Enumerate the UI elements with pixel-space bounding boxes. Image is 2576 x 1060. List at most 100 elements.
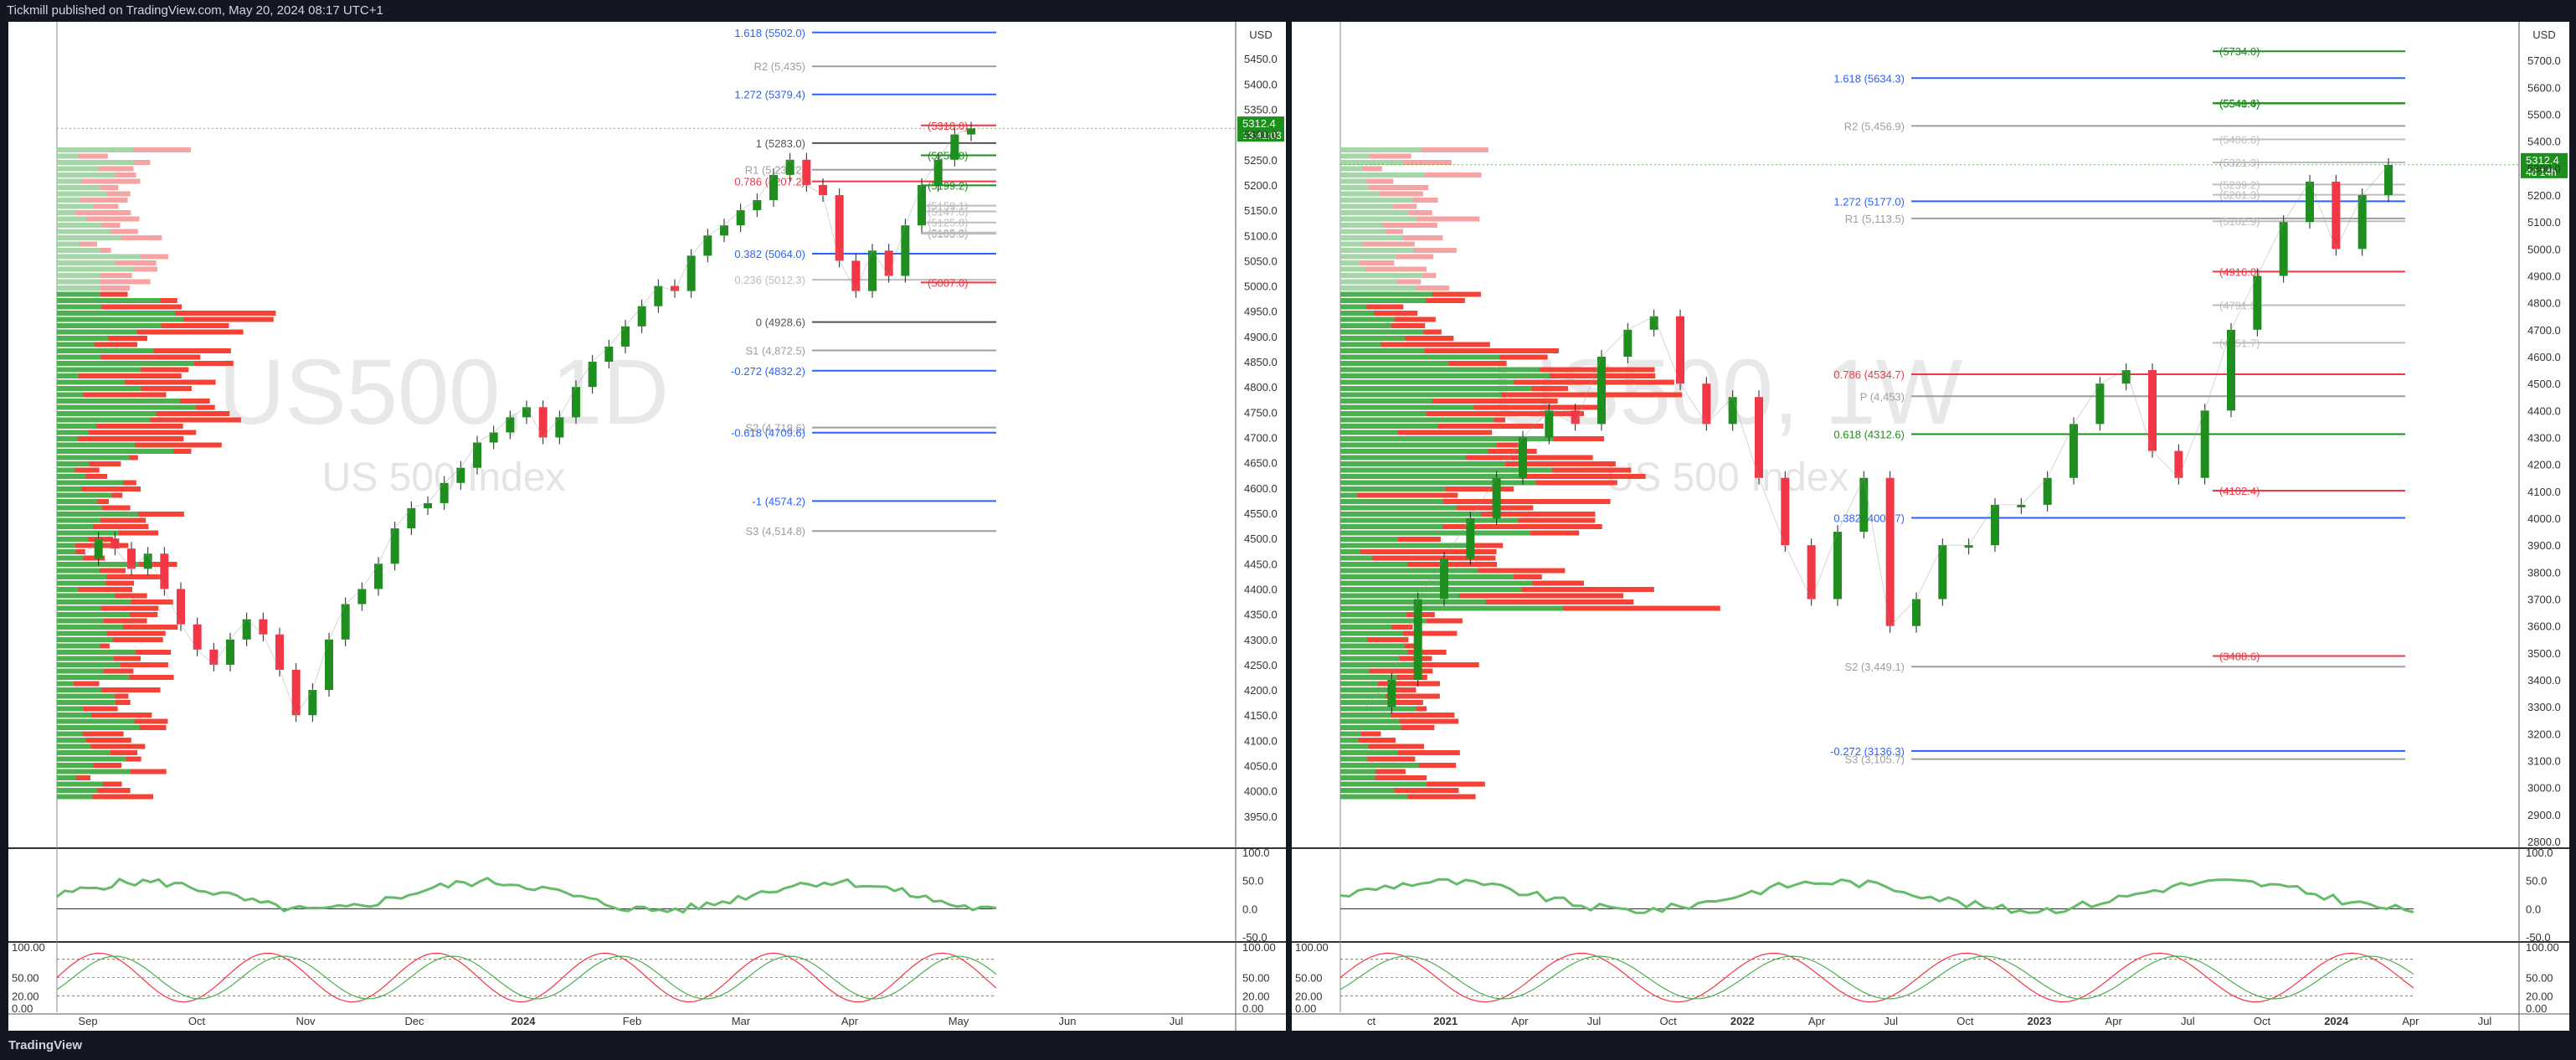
x-tick-label: Mar <box>732 1015 751 1027</box>
volume-profile-buy-bar <box>57 424 96 429</box>
candle-body <box>1545 410 1554 438</box>
candle-body <box>1885 477 1895 626</box>
volume-profile-buy-bar <box>1340 147 1422 152</box>
volume-profile-sell-bar <box>57 342 138 347</box>
x-tick-label: Apr <box>2402 1015 2419 1027</box>
volume-profile-buy-bar <box>1340 543 1475 548</box>
candle-body <box>753 200 762 211</box>
y-tick-label: 4400.0 <box>1244 583 1278 595</box>
volume-profile-buy-bar <box>57 273 100 278</box>
y-tick-label: 5300.0 <box>1244 129 1278 142</box>
volume-profile-buy-bar <box>1340 618 1427 624</box>
volume-profile-buy-bar <box>1340 650 1408 655</box>
volume-profile-buy-bar <box>1340 537 1398 542</box>
candle-body <box>390 528 399 564</box>
volume-profile-buy-bar <box>57 656 115 661</box>
volume-profile-buy-bar <box>57 568 100 574</box>
y-tick-label: 3400.0 <box>2527 674 2561 687</box>
volume-profile-sell-bar <box>1340 241 1415 247</box>
volume-profile-buy-bar <box>1340 637 1368 642</box>
volume-profile-buy-bar <box>57 706 85 712</box>
level-label: R1 (5,113.5) <box>1845 213 1905 225</box>
candle-body <box>1597 357 1606 425</box>
candle-body <box>1755 397 1763 478</box>
volume-profile-sell-bar <box>1340 756 1416 762</box>
candle-body <box>1519 437 1527 478</box>
volume-profile-buy-bar <box>1340 744 1369 749</box>
y-tick-label: 4150.0 <box>1244 709 1278 722</box>
y-tick-label: 3800.0 <box>2527 566 2561 579</box>
volume-profile-buy-bar <box>1340 461 1505 466</box>
x-tick-label: Apr <box>1511 1015 1529 1027</box>
x-tick-label: 2022 <box>1730 1015 1755 1027</box>
level-label: (5125.8) <box>928 217 968 229</box>
candle-body <box>819 184 827 195</box>
x-tick-label: Apr <box>2106 1015 2123 1027</box>
volume-profile-buy-bar <box>1340 248 1414 253</box>
y-tick-label: 3200.0 <box>2527 728 2561 740</box>
volume-profile-buy-bar <box>57 605 101 611</box>
volume-profile-buy-bar <box>57 185 100 190</box>
level-label: (5406.6) <box>2219 134 2260 147</box>
volume-profile-buy-bar <box>57 713 92 718</box>
y-tick-label: 4700.0 <box>1244 432 1278 445</box>
x-tick-label: 2023 <box>2028 1015 2052 1027</box>
volume-profile-buy-bar <box>1340 178 1367 184</box>
volume-profile-sell-bar <box>57 210 131 215</box>
countdown-text: 13:41:03 <box>1242 130 1282 142</box>
volume-profile-sell-bar <box>1340 411 1584 416</box>
volume-profile-buy-bar <box>1340 304 1367 310</box>
volume-profile-buy-bar <box>57 354 101 360</box>
candle-body <box>671 286 679 291</box>
volume-profile-sell-bar <box>57 687 161 692</box>
left-chart-pane[interactable]: US500, 1D US 500 Index 1.618 (5502.0) R2 (5… <box>8 22 1286 1031</box>
candle-body <box>2332 181 2341 250</box>
level-label: 0.618 (4312.6) <box>1833 428 1905 440</box>
volume-profile-buy-bar <box>57 537 89 542</box>
volume-profile-buy-bar <box>57 650 136 655</box>
volume-profile-buy-bar <box>1340 612 1407 617</box>
volume-profile-buy-bar <box>57 630 107 636</box>
volume-profile-buy-bar <box>1340 693 1386 699</box>
candle-body <box>621 326 630 347</box>
y-tick-label: 4300.0 <box>2527 432 2561 445</box>
volume-profile-sell-bar <box>1340 191 1423 197</box>
volume-profile-buy-bar <box>57 404 197 410</box>
volume-profile-sell-bar <box>57 713 152 718</box>
candle-body <box>2017 504 2026 507</box>
volume-profile-buy-bar <box>57 279 100 285</box>
volume-profile-buy-bar <box>1340 681 1379 687</box>
volume-profile-sell-bar <box>1340 492 1458 498</box>
currency-label: USD <box>2532 28 2555 41</box>
y-tick-label: 3500.0 <box>2527 647 2561 660</box>
candle-body <box>604 346 614 363</box>
volume-profile-sell-bar <box>57 794 154 800</box>
y-tick-label: 4500.0 <box>1244 533 1278 545</box>
volume-profile-buy-bar <box>57 744 91 749</box>
volume-profile-sell-bar <box>57 430 197 435</box>
candle-body <box>967 128 975 135</box>
volume-profile-buy-bar <box>57 549 76 554</box>
volume-profile-buy-bar <box>57 286 101 291</box>
volume-profile-buy-bar <box>1340 593 1460 599</box>
volume-profile-buy-bar <box>1340 480 1536 486</box>
volume-profile-buy-bar <box>57 580 106 586</box>
volume-profile-buy-bar <box>1340 599 1486 605</box>
candle-body <box>308 690 317 716</box>
right-chart-pane[interactable]: US500, 1W US 500 Index (5734.0) 1.618 (5634… <box>1292 22 2569 1031</box>
volume-profile-buy-bar <box>57 430 89 435</box>
x-tick-label: Jul <box>1170 1015 1184 1027</box>
candle-body <box>177 589 185 625</box>
symbol-watermark: US500, 1D <box>219 341 669 444</box>
volume-profile-sell-bar <box>1340 399 1558 404</box>
volume-profile-buy-bar <box>1340 348 1425 353</box>
stoch-left-tick-label: 50.00 <box>1295 972 1323 985</box>
rsi-tick-label: 100.0 <box>2526 846 2553 859</box>
x-tick-label: Oct <box>2254 1015 2271 1027</box>
candle-body <box>407 507 416 529</box>
stoch-d-line <box>56 955 997 1000</box>
volume-profile-buy-bar <box>1340 492 1358 498</box>
candle-body <box>1623 329 1632 357</box>
